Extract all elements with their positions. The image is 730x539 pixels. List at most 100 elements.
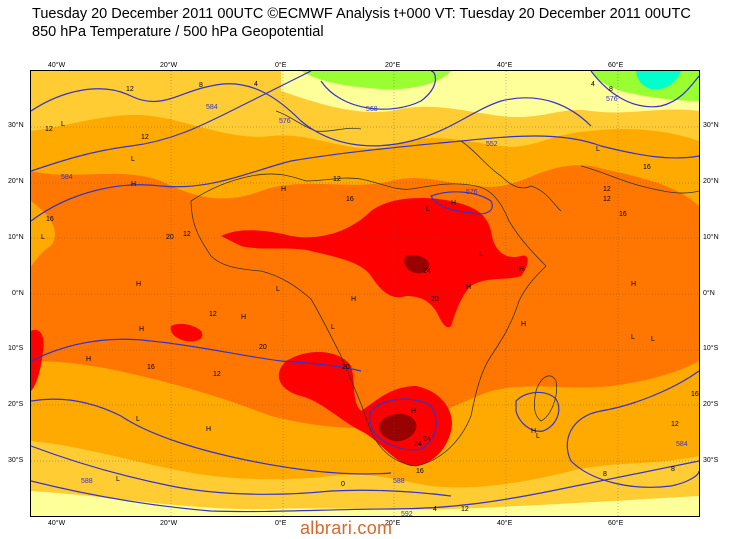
- temp-label: 24: [414, 441, 422, 448]
- temp-label: 8: [199, 82, 203, 89]
- temp-label: 8: [609, 86, 613, 93]
- pressure-centre: H: [281, 186, 286, 193]
- temp-label: 16: [691, 391, 699, 398]
- pressure-centre: L: [276, 286, 280, 293]
- pressure-centre: H: [131, 181, 136, 188]
- temp-label: 16: [46, 216, 54, 223]
- temp-label: 24: [423, 268, 431, 275]
- geopotential-label: 568: [366, 106, 378, 113]
- temp-field-20-24-west: [31, 329, 44, 391]
- lat-tick-right: 20°N: [703, 178, 719, 185]
- pressure-centre: L: [426, 206, 430, 213]
- temp-label: 0: [341, 481, 345, 488]
- pressure-centre: H: [139, 326, 144, 333]
- temp-label: 12: [209, 311, 217, 318]
- temp-field-cold-green: [301, 71, 699, 101]
- geopotential-label: 576: [279, 118, 291, 125]
- watermark: albrari.com: [300, 518, 393, 538]
- temp-label: 12: [213, 371, 221, 378]
- temp-label: 20: [431, 296, 439, 303]
- lat-tick-left: 30°S: [8, 457, 24, 464]
- temp-label: 12: [45, 126, 53, 133]
- lon-tick-bottom: 40°E: [497, 520, 513, 527]
- lat-tick-right: 30°S: [703, 457, 719, 464]
- temp-label: 16: [619, 211, 627, 218]
- pressure-centre: L: [131, 156, 135, 163]
- temp-label: 24: [423, 436, 431, 443]
- lat-tick-right: 30°N: [703, 122, 719, 129]
- temp-label: 12: [183, 231, 191, 238]
- temp-label: 16: [416, 468, 424, 475]
- pressure-centre: L: [331, 324, 335, 331]
- pressure-centre: H: [411, 408, 416, 415]
- lon-tick-top: 60°E: [608, 62, 624, 69]
- pressure-centre: L: [479, 251, 483, 258]
- lat-tick-left: 10°S: [8, 345, 24, 352]
- lon-tick-top: 40°W: [48, 62, 66, 69]
- lon-tick-bottom: 40°W: [48, 520, 66, 527]
- pressure-centre: L: [536, 433, 540, 440]
- temp-label: 4: [254, 81, 258, 88]
- pressure-centre: H: [86, 356, 91, 363]
- temp-label: 8: [603, 471, 607, 478]
- pressure-centre: L: [651, 336, 655, 343]
- geopotential-contours: [31, 71, 699, 513]
- temp-label: 12: [333, 176, 341, 183]
- lat-tick-right: 0°N: [703, 290, 715, 297]
- geopotential-label: 576: [606, 96, 618, 103]
- lon-tick-bottom: 0°E: [275, 520, 287, 527]
- lat-tick-left: 10°N: [8, 234, 24, 241]
- geopotential-label: 592: [401, 511, 413, 516]
- geopotential-label: 588: [393, 478, 405, 485]
- lat-tick-left: 20°S: [8, 401, 24, 408]
- pressure-centre: L: [41, 234, 45, 241]
- chart-subtitle: 850 hPa Temperature / 500 hPa Geopotenti…: [32, 24, 324, 40]
- pressure-centre: H: [531, 428, 536, 435]
- temp-label: 16: [147, 364, 155, 371]
- lon-tick-bottom: 60°E: [608, 520, 624, 527]
- temp-label: 12: [603, 186, 611, 193]
- lat-tick-right: 10°N: [703, 234, 719, 241]
- temp-label: 20: [342, 364, 350, 371]
- pressure-centres: L H L L L H H L H H L H H L H L H L H H …: [41, 121, 655, 483]
- geopotential-labels: 584 576 568 576 584 552 576 588 592 588 …: [61, 96, 688, 516]
- pressure-centre: H: [466, 284, 471, 291]
- lon-tick-top: 20°W: [160, 62, 178, 69]
- graticule: [31, 71, 699, 516]
- temp-label: 12: [126, 86, 134, 93]
- geopotential-label: 576: [466, 189, 478, 196]
- pressure-centre: H: [351, 296, 356, 303]
- pressure-centre: H: [631, 281, 636, 288]
- temp-label: 8: [671, 466, 675, 473]
- temp-label: 12: [603, 196, 611, 203]
- geopotential-label: 584: [206, 104, 218, 111]
- temp-field-cold-cyan: [636, 71, 681, 90]
- geopotential-label: 588: [81, 478, 93, 485]
- temp-label: 16: [346, 196, 354, 203]
- lon-tick-top: 0°E: [275, 62, 287, 69]
- lat-tick-right: 20°S: [703, 401, 719, 408]
- temp-label: 12: [671, 421, 679, 428]
- lon-tick-bottom: 20°W: [160, 520, 178, 527]
- pressure-centre: H: [241, 314, 246, 321]
- lon-tick-top: 40°E: [497, 62, 513, 69]
- geopotential-label: 584: [61, 174, 73, 181]
- geopotential-label: 552: [486, 141, 498, 148]
- lat-tick-right: 10°S: [703, 345, 719, 352]
- pressure-centre: L: [631, 334, 635, 341]
- pressure-centre: H: [519, 266, 524, 273]
- pressure-centre: L: [596, 146, 600, 153]
- lon-tick-bottom: 20°E: [385, 520, 401, 527]
- temp-label: 20: [259, 344, 267, 351]
- temperature-labels: 12 8 12 16 12 16 20 20 24 20 12 16 20 24…: [45, 81, 699, 513]
- lat-tick-left: 30°N: [8, 122, 24, 129]
- lon-tick-top: 20°E: [385, 62, 401, 69]
- chart-title: Tuesday 20 December 2011 00UTC ©ECMWF An…: [32, 6, 691, 22]
- pressure-centre: L: [61, 121, 65, 128]
- temp-label: 16: [643, 164, 651, 171]
- temp-field-20-24-west2: [170, 323, 203, 342]
- pressure-centre: H: [136, 281, 141, 288]
- temp-field-24-28: [379, 254, 430, 442]
- pressure-centre: H: [451, 200, 456, 207]
- temp-label: 12: [141, 134, 149, 141]
